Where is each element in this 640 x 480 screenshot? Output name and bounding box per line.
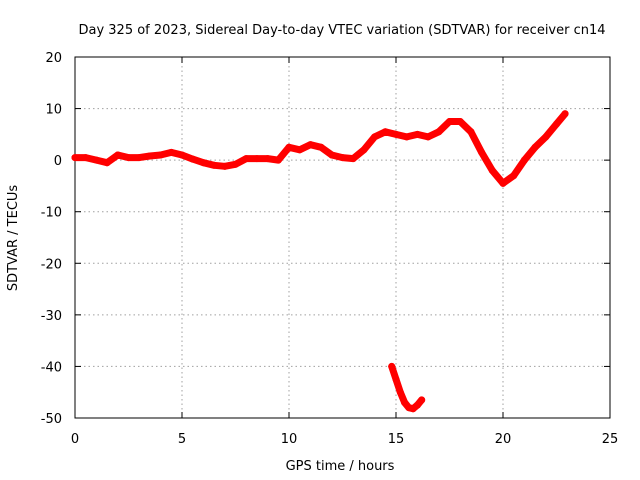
x-tick-label: 25	[602, 432, 619, 447]
data-point	[424, 133, 432, 141]
data-point	[253, 155, 261, 163]
chart-title: Day 325 of 2023, Sidereal Day-to-day VTE…	[78, 23, 605, 38]
data-point	[114, 151, 122, 159]
data-point	[510, 172, 518, 180]
data-point	[561, 110, 569, 118]
data-point	[531, 143, 539, 151]
data-point	[435, 128, 443, 136]
y-tick-label: -30	[41, 309, 62, 324]
data-point	[392, 130, 400, 138]
data-point	[92, 156, 100, 164]
data-point	[146, 152, 154, 160]
x-tick-label: 15	[388, 432, 405, 447]
data-point	[388, 362, 396, 370]
data-point	[157, 151, 165, 159]
data-point	[135, 154, 143, 162]
data-point	[413, 130, 421, 138]
data-point	[328, 151, 336, 159]
data-point	[396, 388, 404, 396]
y-tick-label: -50	[41, 412, 62, 427]
data-point	[285, 143, 293, 151]
data-point	[403, 133, 411, 141]
data-point	[542, 133, 550, 141]
x-tick-label: 10	[281, 432, 298, 447]
grid	[75, 57, 610, 418]
data-point	[553, 120, 560, 128]
data-point	[242, 155, 250, 163]
y-tick-label: 20	[45, 51, 62, 66]
data-point	[167, 148, 175, 156]
data-point	[360, 146, 368, 154]
y-tick-label: -40	[41, 360, 62, 375]
y-tick-label: -20	[41, 257, 62, 272]
data-point	[392, 375, 400, 383]
data-point	[488, 166, 496, 174]
y-tick-label: 10	[45, 103, 62, 118]
data-point	[264, 155, 272, 163]
y-tick-label: -10	[41, 206, 62, 221]
x-tick-label: 5	[178, 432, 186, 447]
data-point	[339, 154, 346, 162]
data-point	[456, 117, 464, 125]
data-point	[210, 161, 218, 169]
data-point	[103, 159, 111, 167]
x-tick-label: 0	[71, 432, 79, 447]
data-point	[446, 117, 453, 125]
data-point	[401, 399, 409, 407]
data-point	[189, 155, 197, 163]
y-ticks: -50 -40 -30 -20 -10 0 10 20	[41, 51, 610, 427]
data-layer	[71, 110, 569, 413]
data-point	[125, 154, 132, 162]
x-ticks: 0 5 10 15 20 25	[71, 57, 618, 447]
data-point	[178, 151, 186, 159]
data-point	[221, 162, 229, 170]
data-point	[82, 154, 90, 162]
y-axis-label: SDTVAR / TECUs	[6, 185, 21, 292]
x-tick-label: 20	[495, 432, 512, 447]
x-axis-label: GPS time / hours	[286, 459, 395, 474]
data-point	[520, 156, 528, 164]
data-point	[232, 160, 239, 168]
data-point	[381, 128, 389, 136]
data-point	[71, 154, 79, 162]
y-tick-label: 0	[54, 154, 62, 169]
data-point	[306, 141, 314, 149]
data-point	[371, 133, 379, 141]
data-point	[467, 128, 475, 136]
plot-frame	[74, 56, 611, 419]
data-point	[413, 401, 421, 409]
data-point	[296, 146, 304, 154]
data-point	[478, 148, 486, 156]
data-point	[499, 179, 507, 187]
data-point	[199, 159, 207, 167]
data-point	[317, 143, 325, 151]
data-point	[418, 396, 426, 404]
data-point	[349, 155, 357, 163]
data-point	[274, 156, 282, 164]
